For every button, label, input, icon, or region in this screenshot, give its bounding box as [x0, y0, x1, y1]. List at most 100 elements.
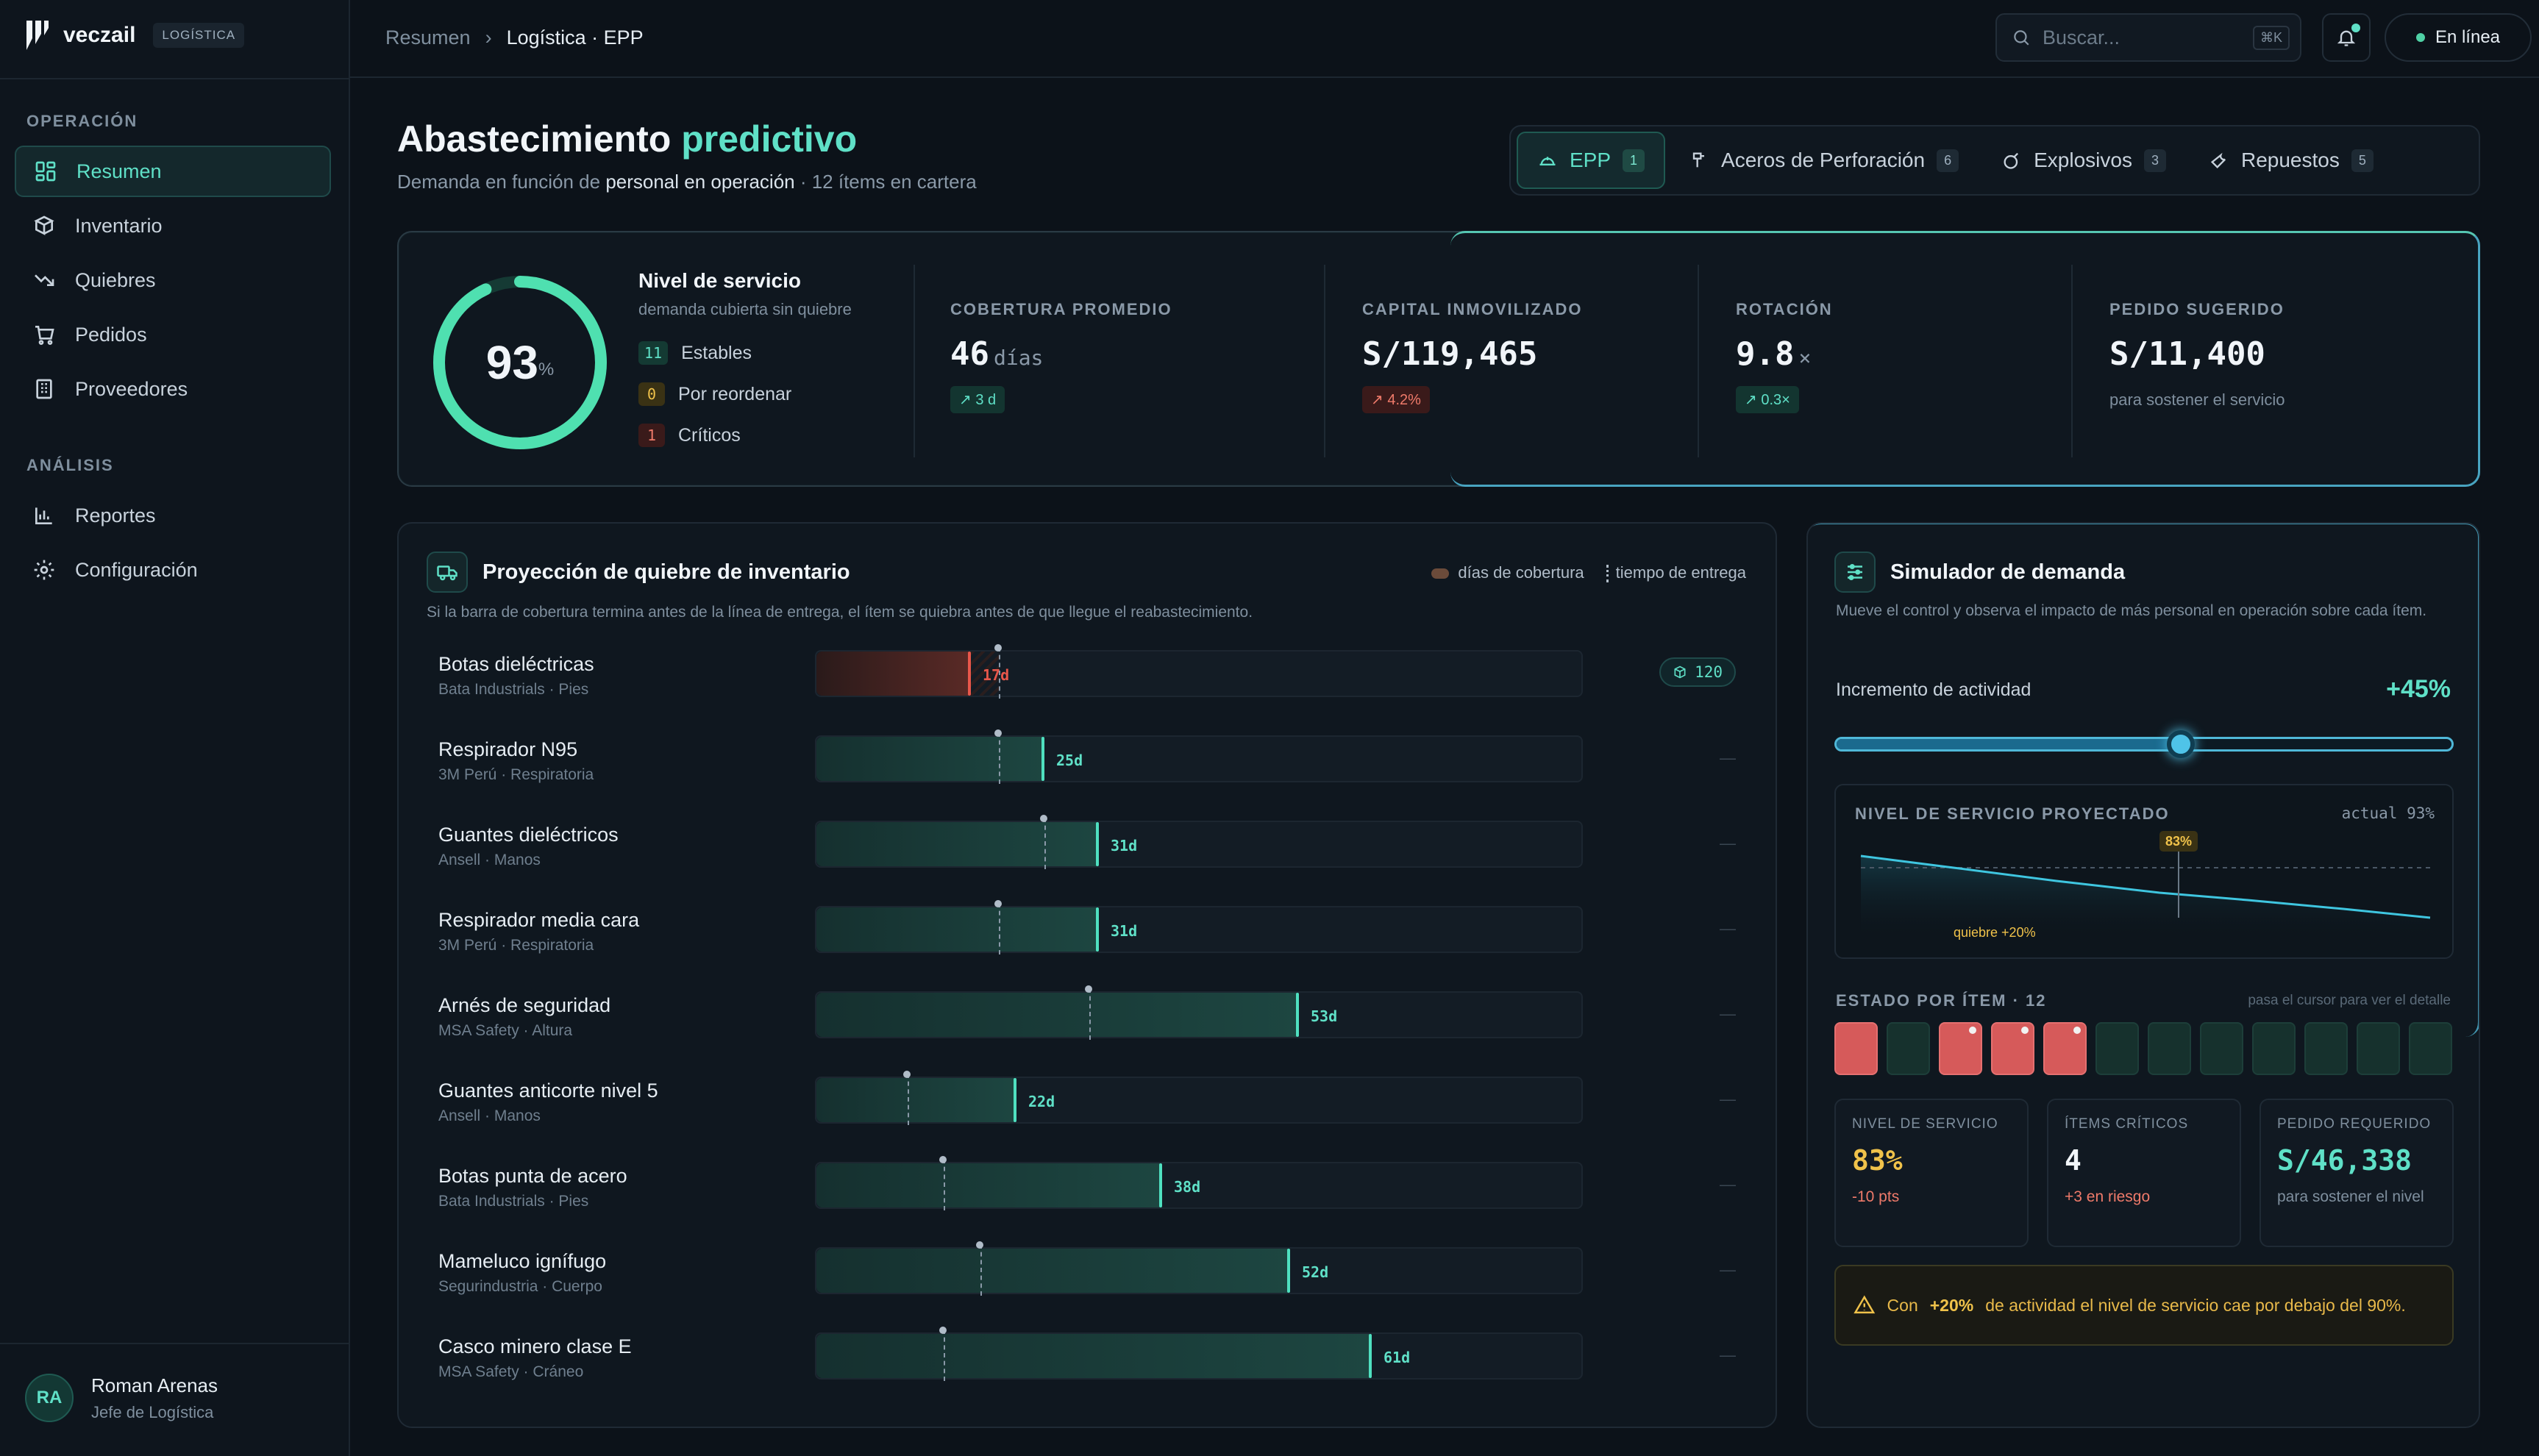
category-tabs: EPP 1 Aceros de Perforación 6 Explosivos…: [1509, 125, 2480, 196]
sidebar-item-resumen[interactable]: Resumen: [15, 146, 331, 197]
coverage-bar: [816, 1078, 1016, 1122]
coverage-label: 17d: [983, 666, 1010, 684]
item-name[interactable]: Respirador N95: [438, 738, 578, 760]
item-name[interactable]: Botas dieléctricas: [438, 653, 594, 675]
tab-label: Aceros de Perforación: [1721, 149, 1926, 171]
lead-time-dot: [976, 1241, 983, 1249]
slider-thumb[interactable]: [2167, 730, 2196, 758]
sidebar-item-configuracion[interactable]: Configuración: [15, 544, 331, 596]
kpi-card: 93% Nivel de servicio demanda cubierta s…: [397, 231, 2480, 487]
item-name[interactable]: Guantes dieléctricos: [438, 824, 619, 846]
metric-number: 46: [950, 335, 989, 373]
tab-label: EPP: [1570, 149, 1612, 171]
coverage-track[interactable]: 25d: [815, 729, 1583, 784]
simulator-card: Simulador de demanda Mueve el control y …: [1806, 522, 2480, 1428]
lead-time-line: [1044, 818, 1046, 869]
subtitle-b: personal en operación: [605, 171, 795, 193]
metric-label: PEDIDO SUGERIDO: [2109, 300, 2285, 318]
increment-label: Incremento de actividad: [1836, 679, 2031, 700]
item-status-tile[interactable]: [2409, 1022, 2452, 1075]
item-name[interactable]: Respirador media cara: [438, 909, 640, 931]
item-supplier: Segurindustria · Cuerpo: [438, 1278, 602, 1295]
trend-down-icon: [35, 274, 54, 286]
item-name[interactable]: Casco minero clase E: [438, 1335, 632, 1357]
coverage-track[interactable]: 17d: [815, 644, 1583, 699]
item-status-tiles: [1834, 1022, 2452, 1075]
user-role: Jefe de Logística: [91, 1402, 214, 1421]
item-status-tile[interactable]: [1939, 1022, 1982, 1075]
sidebar-item-proveedores[interactable]: Proveedores: [15, 363, 331, 415]
coverage-bar-edge: [1296, 993, 1299, 1037]
item-status-tile[interactable]: [2043, 1022, 2087, 1075]
lead-time-line: [1089, 988, 1091, 1040]
item-status-tile[interactable]: [1834, 1022, 1878, 1075]
coverage-track[interactable]: 22d: [815, 1071, 1583, 1125]
break-label: quiebre +20%: [1954, 925, 2036, 940]
avatar: RA: [25, 1374, 74, 1422]
coverage-track[interactable]: 61d: [815, 1327, 1583, 1381]
order-quantity-badge[interactable]: 120: [1659, 657, 1736, 687]
page-title-b: predictivo: [681, 118, 858, 160]
metric-value: S/11,400: [2109, 335, 2285, 373]
metric-chip: ↗ 0.3×: [1736, 386, 1799, 413]
coverage-track[interactable]: 31d: [815, 900, 1583, 954]
activity-slider[interactable]: [1834, 730, 2454, 758]
status-label: ESTADO POR ÍTEM · 12: [1836, 991, 2047, 1010]
row-label: Por reordenar: [678, 383, 792, 404]
coverage-track[interactable]: 52d: [815, 1241, 1583, 1296]
service-unit: %: [538, 360, 555, 379]
item-name[interactable]: Guantes anticorte nivel 5: [438, 1079, 658, 1102]
search-input[interactable]: [2043, 26, 2241, 49]
item-status-tile[interactable]: [1887, 1022, 1930, 1075]
order-quantity-empty: —: [1720, 834, 1736, 852]
item-supplier: Bata Industrials · Pies: [438, 681, 589, 698]
truck-icon: [427, 552, 468, 593]
search-box[interactable]: ⌘K: [1995, 13, 2301, 62]
brand[interactable]: veczail LOGÍSTICA: [25, 19, 245, 51]
coverage-bar-edge: [1287, 1249, 1290, 1293]
item-status-tile[interactable]: [2252, 1022, 2296, 1075]
coverage-bar: [816, 1249, 1290, 1293]
projection-legend: días de cobertura tiempo de entrega: [1431, 563, 1746, 583]
bar-chart-icon: [35, 507, 52, 524]
row-label: Estables: [681, 342, 752, 363]
tab-repuestos[interactable]: Repuestos 5: [2190, 132, 2393, 189]
drill-icon: [1692, 152, 1705, 168]
order-quantity-empty: —: [1720, 1260, 1736, 1279]
coverage-bar: [816, 652, 971, 696]
legend-coverage-label: días de cobertura: [1458, 563, 1584, 582]
item-status-tile[interactable]: [2200, 1022, 2243, 1075]
item-status-tile[interactable]: [2095, 1022, 2139, 1075]
coverage-track[interactable]: 38d: [815, 1156, 1583, 1210]
item-supplier: Bata Industrials · Pies: [438, 1193, 589, 1210]
coverage-bar-edge: [1096, 822, 1099, 866]
user-profile[interactable]: RA Roman Arenas Jefe de Logística: [25, 1374, 218, 1422]
breadcrumb-item[interactable]: Resumen: [385, 26, 471, 49]
item-status-tile[interactable]: [2148, 1022, 2191, 1075]
item-name[interactable]: Botas punta de acero: [438, 1165, 627, 1187]
cart-icon: [35, 326, 54, 345]
projected-service-chart: NIVEL DE SERVICIO PROYECTADO actual 93% …: [1834, 784, 2454, 959]
item-name[interactable]: Mameluco ignífugo: [438, 1250, 607, 1272]
stat-note: para sostener el nivel: [2277, 1188, 2424, 1205]
coverage-track[interactable]: 53d: [815, 985, 1583, 1040]
stat-value: S/46,338: [2277, 1144, 2412, 1177]
item-status-tile[interactable]: [1991, 1022, 2034, 1075]
metric-unit: días: [993, 346, 1044, 370]
lead-time-line: [980, 1244, 982, 1296]
tab-epp[interactable]: EPP 1: [1517, 132, 1666, 189]
item-status-tile[interactable]: [2357, 1022, 2400, 1075]
sidebar-item-quiebres[interactable]: Quiebres: [15, 254, 331, 306]
item-status-tile[interactable]: [2304, 1022, 2348, 1075]
item-name[interactable]: Arnés de seguridad: [438, 994, 611, 1016]
sidebar-item-pedidos[interactable]: Pedidos: [15, 309, 331, 360]
sidebar-item-inventario[interactable]: Inventario: [15, 200, 331, 251]
service-row-stable: 11 Estables: [638, 341, 752, 365]
sidebar-item-reportes[interactable]: Reportes: [15, 490, 331, 541]
tab-explosivos[interactable]: Explosivos 3: [1982, 132, 2185, 189]
tab-aceros[interactable]: Aceros de Perforación 6: [1670, 132, 1978, 189]
coverage-track[interactable]: 31d: [815, 815, 1583, 869]
metric-rotacion: ROTACIÓN 9.8 × ↗ 0.3×: [1736, 300, 1833, 413]
order-quantity-empty: —: [1720, 1175, 1736, 1193]
notifications-button[interactable]: [2322, 13, 2371, 62]
